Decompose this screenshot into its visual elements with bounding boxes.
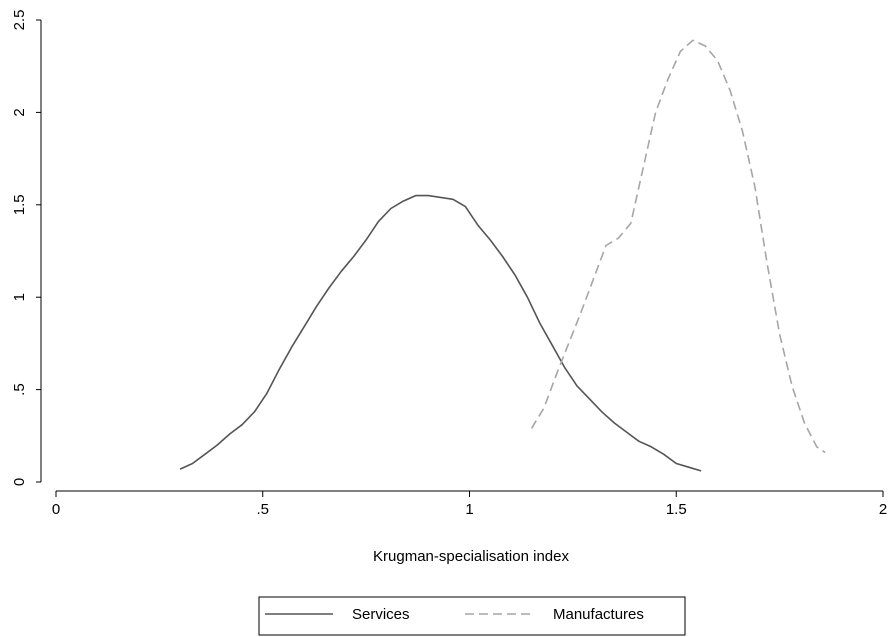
series-line-manufactures [530, 39, 826, 454]
x-axis-label: Krugman-specialisation index [373, 548, 569, 565]
y-tick-label: 2 [11, 108, 28, 116]
legend-box [258, 596, 686, 636]
y-tick-label: 1 [11, 293, 28, 301]
x-axis: 0 .5 1 1.5 2 [52, 490, 887, 518]
x-tick-label: 0 [52, 501, 60, 518]
y-tick-label: 1.5 [11, 194, 28, 215]
y-tick-label: 0 [11, 478, 28, 486]
x-tick-label: .5 [256, 501, 269, 518]
legend: Services Manufactures [258, 596, 686, 636]
series-line-services [179, 194, 702, 472]
x-tick-label: 2 [879, 501, 887, 518]
legend-label-manufactures: Manufactures [553, 606, 644, 623]
series-layer [179, 39, 826, 472]
y-axis: 0 .5 1 1.5 2 2.5 [11, 10, 42, 486]
x-tick-label: 1 [465, 501, 473, 518]
y-tick-label: .5 [11, 383, 28, 396]
y-tick-label: 2.5 [11, 10, 28, 31]
legend-label-services: Services [352, 606, 410, 623]
x-tick-label: 1.5 [666, 501, 687, 518]
